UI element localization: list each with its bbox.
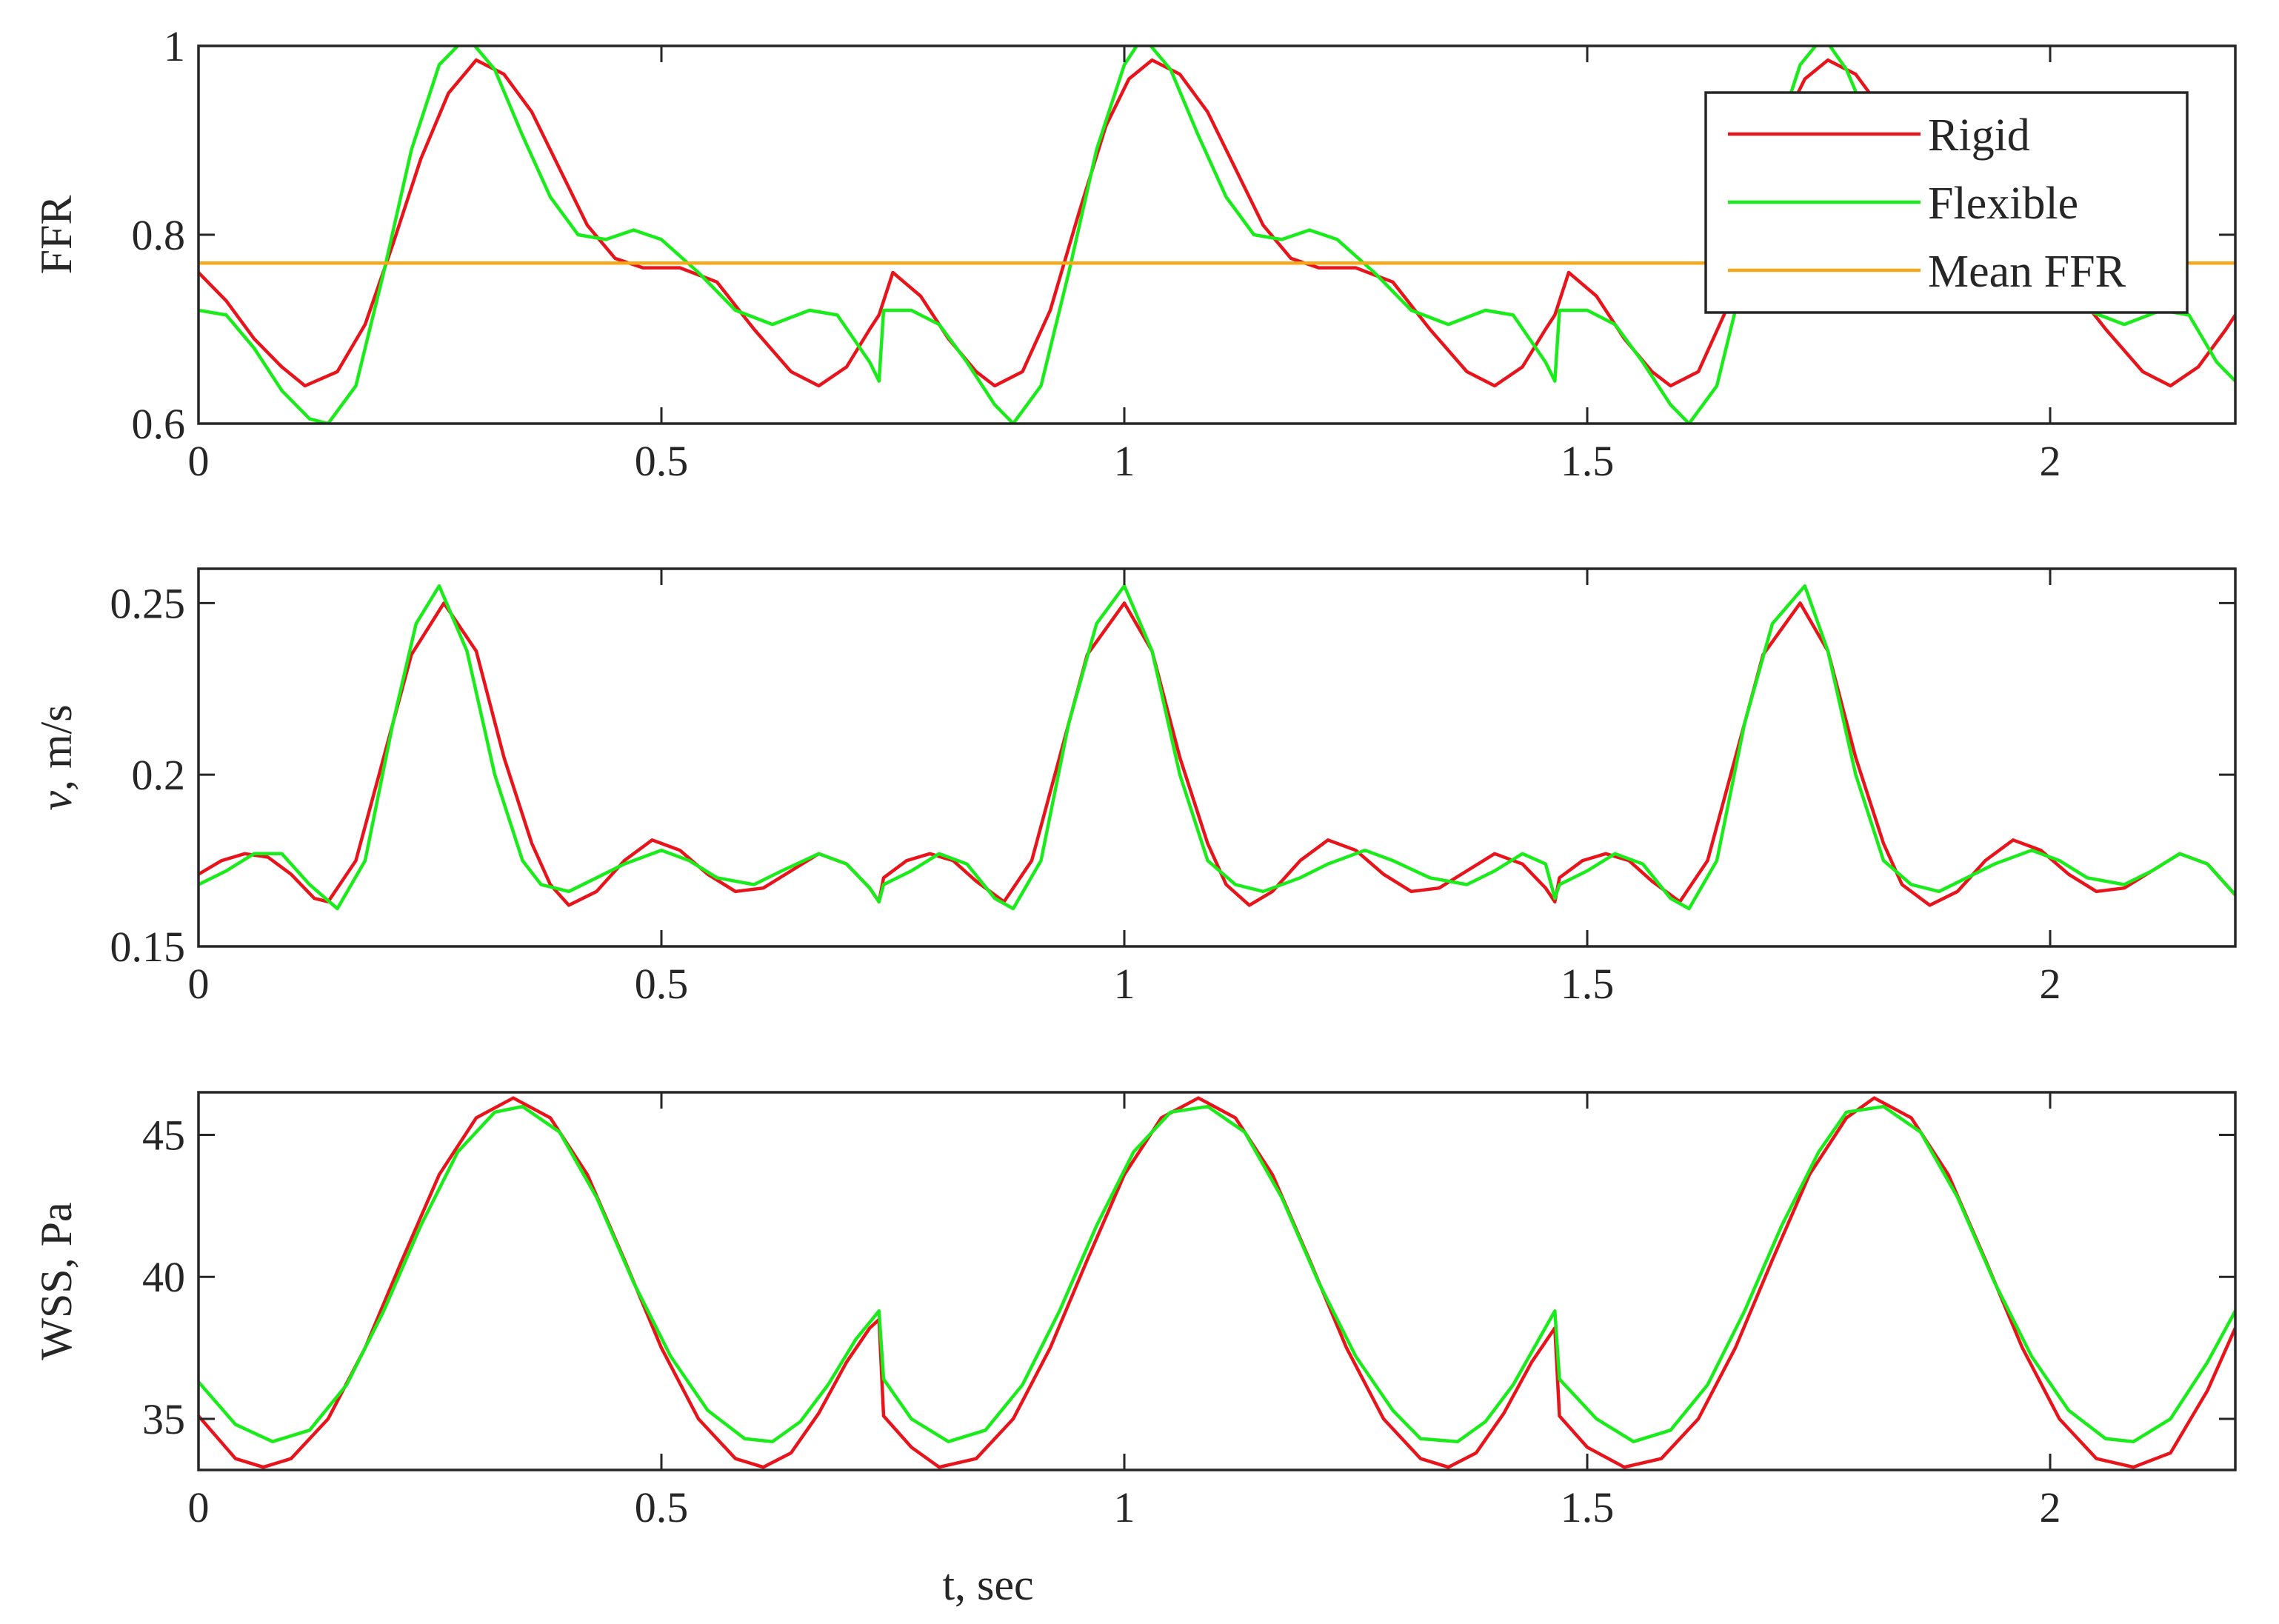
y-tick-label: 35 <box>142 1395 185 1443</box>
x-tick-label: 2 <box>2040 1483 2061 1531</box>
x-tick-label: 1 <box>1114 437 1135 485</box>
legend-label: Rigid <box>1928 110 2030 161</box>
x-tick-label: 1.5 <box>1561 437 1615 485</box>
x-tick-label: 0.5 <box>635 1483 689 1531</box>
x-tick-label: 0.5 <box>635 960 689 1008</box>
subplots: 0 0.5 1 1.5 2 0.6 0.8 1 FFR Rigid Flexible Mean FFR… <box>32 22 2237 1531</box>
series-line-flexible <box>198 584 2235 911</box>
x-tick-label: 0.5 <box>635 437 689 485</box>
y-tick-label: 1 <box>164 22 185 70</box>
series-group <box>198 584 2235 911</box>
series-group <box>198 1096 2235 1469</box>
x-axis-label: t, sec <box>942 1560 1033 1609</box>
y-tick-label: 0.2 <box>132 751 186 799</box>
series-line-flexible <box>198 1104 2235 1443</box>
y-tick-label: 0.8 <box>132 211 186 259</box>
y-tick-label: 0.25 <box>110 579 186 627</box>
y-tick-label: 0.6 <box>132 400 186 448</box>
subplot-2: 0 0.5 1 1.5 2 0.15 0.2 0.25 v, m/s <box>32 567 2237 1008</box>
plot-frame <box>197 567 2237 948</box>
y-tick-label: 45 <box>142 1112 185 1160</box>
y-tick-label: 0.15 <box>110 923 186 971</box>
legend-label: Mean FFR <box>1928 247 2126 297</box>
plot-frame <box>197 1091 2237 1471</box>
y-axis-label: WSS, Pa <box>32 1202 81 1360</box>
x-tick-label: 2 <box>2040 437 2061 485</box>
subplot-3: 0 0.5 1 1.5 2 35 40 45 WSS, Pa <box>32 1091 2237 1531</box>
series-line-rigid <box>198 601 2235 907</box>
y-axis-label: FFR <box>32 196 81 275</box>
x-tick-label: 1 <box>1114 1483 1135 1531</box>
x-tick-label: 0 <box>188 960 210 1008</box>
x-tick-label: 2 <box>2040 960 2061 1008</box>
x-tick-label: 1 <box>1114 960 1135 1008</box>
x-tick-label: 0 <box>188 1483 210 1531</box>
y-tick-label: 40 <box>142 1253 185 1301</box>
legend-label: Flexible <box>1928 178 2078 229</box>
x-tick-label: 1.5 <box>1561 960 1615 1008</box>
subplot-1: 0 0.5 1 1.5 2 0.6 0.8 1 FFR Rigid Flexible Mean FFR <box>32 22 2237 485</box>
x-tick-label: 1.5 <box>1561 1483 1615 1531</box>
x-tick-label: 0 <box>188 437 210 485</box>
y-axis-label: v, m/s <box>32 704 81 810</box>
legend: Rigid Flexible Mean FFR <box>1704 91 2189 314</box>
series-line-rigid <box>198 1096 2235 1469</box>
